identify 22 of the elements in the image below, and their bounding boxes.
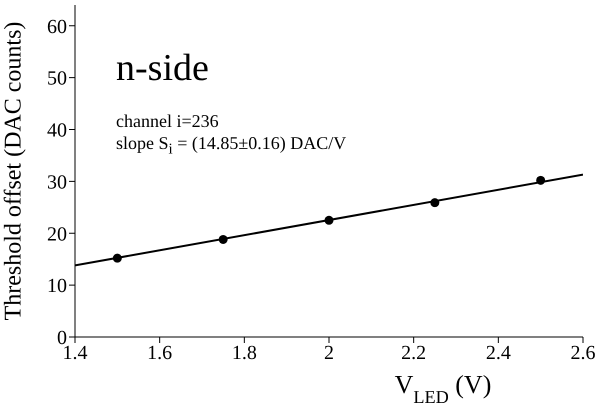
annotation: channel i=236	[116, 111, 219, 132]
annotation: n-side	[116, 47, 209, 90]
y-axis-title: Threshold offset (DAC counts)	[0, 22, 27, 320]
y-tick-label: 50	[47, 68, 67, 90]
x-tick-label: 2.2	[401, 342, 426, 364]
point	[430, 198, 440, 208]
point	[536, 176, 546, 185]
point	[324, 216, 334, 225]
annotation: slope S$_{i}$ = (14.85±0.16) DAC/V	[116, 133, 346, 158]
x-tick-label: 2	[324, 342, 334, 364]
x-tick-label: 2.4	[486, 342, 511, 364]
point	[218, 234, 228, 244]
y-tick-label: 60	[47, 16, 67, 38]
x-axis-title: V$_{LED}$ (V)	[394, 370, 492, 407]
x-tick-label: 1.6	[147, 342, 172, 364]
y-tick-label: 10	[47, 275, 67, 298]
x-tick-label: 1.8	[232, 342, 257, 364]
x-tick-label: 2.6	[570, 342, 596, 364]
y-tick-label: 20	[47, 223, 67, 246]
y-tick-label: 40	[47, 120, 67, 142]
point	[112, 254, 122, 263]
y-tick-label: 30	[47, 171, 67, 194]
